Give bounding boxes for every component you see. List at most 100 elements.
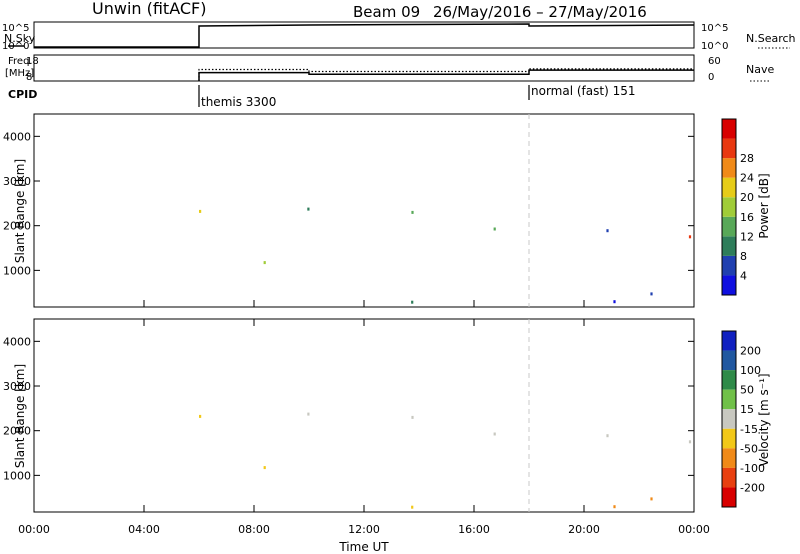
colorbar-swatch <box>722 177 736 198</box>
cpid-label: CPID <box>8 88 37 101</box>
data-cell <box>613 505 616 509</box>
freq-series-line <box>198 69 694 81</box>
station-title: Unwin (fitACF) <box>92 0 206 18</box>
power-colorbar-tick: 4 <box>740 269 747 282</box>
nave-series-line <box>198 68 694 81</box>
x-axis-ticks: 00:00 04:00 08:00 12:00 16:00 20:00 00:00 <box>18 300 710 536</box>
data-cell <box>199 209 202 213</box>
power-colorbar-tick: 24 <box>740 172 754 185</box>
x-tick-label: 00:00 <box>18 523 50 536</box>
colorbar-swatch <box>722 467 736 488</box>
colorbar-swatch <box>722 487 736 507</box>
colorbar-swatch <box>722 389 736 410</box>
velocity-colorbar: 200 100 50 15 -15 -50 -100 -200 <box>721 330 765 508</box>
y-tick-label: 2000 <box>3 220 31 233</box>
x-tick-label: 20:00 <box>568 523 600 536</box>
data-cell <box>307 207 310 211</box>
data-cell <box>613 300 616 304</box>
power-panel: 1000 2000 3000 4000 Slant Range [km] <box>3 113 695 308</box>
power-colorbar-tick: 12 <box>740 230 754 243</box>
freq-label-line2: [MHz] <box>5 68 34 79</box>
beam-label: Beam 09 <box>353 3 420 21</box>
nsky-tick-top: 10^5 <box>2 23 29 34</box>
colorbar-frame <box>721 330 737 508</box>
data-cell <box>411 505 414 509</box>
data-cell <box>411 210 414 214</box>
colorbar-swatch <box>722 428 736 449</box>
velocity-colorbar-tick: 100 <box>740 364 761 377</box>
nsky-tick-bottom: 10^0 <box>2 41 29 52</box>
power-data-points <box>199 207 692 304</box>
colorbar-swatch <box>722 275 736 295</box>
colorbar-swatch <box>722 448 736 468</box>
colorbar-swatch <box>722 255 736 276</box>
power-colorbar: 4 8 12 16 20 24 28 <box>721 118 754 296</box>
data-cell <box>199 414 202 418</box>
velocity-colorbar-tick: -50 <box>740 442 758 455</box>
x-tick-label: 04:00 <box>128 523 160 536</box>
x-tick-label: 16:00 <box>458 523 490 536</box>
data-cell <box>411 415 414 419</box>
nsearch-label: N.Search <box>746 32 796 45</box>
velocity-colorbar-tick: 15 <box>740 403 754 416</box>
freq-panel: Freq. [MHz] 18 18 60 0 Nave <box>5 54 774 83</box>
y-tick-label: 4000 <box>3 335 31 348</box>
date-range: 26/May/2016 – 27/May/2016 <box>433 3 647 21</box>
cpid-row: CPID themis 3300 normal (fast) 151 <box>8 84 635 109</box>
y-tick-label: 4000 <box>3 130 31 143</box>
power-yticks: 1000 2000 3000 4000 <box>3 130 694 277</box>
colorbar-swatch <box>722 158 736 178</box>
power-colorbar-tick: 28 <box>740 152 754 165</box>
colorbar-frame <box>721 118 737 296</box>
y-tick-label: 3000 <box>3 380 31 393</box>
colorbar-swatch <box>722 197 736 217</box>
y-tick-label: 1000 <box>3 264 31 277</box>
nsky-panel: N.Sky 10^5 10^0 10^5 10^0 N.Search <box>2 21 796 52</box>
data-cell <box>606 229 609 233</box>
colorbar-swatch <box>722 409 736 429</box>
colorbar-swatch <box>722 216 736 237</box>
cpid-mode-normal: normal (fast) 151 <box>531 84 635 98</box>
nsky-series-line <box>34 23 695 48</box>
data-cell <box>493 432 496 436</box>
y-tick-label: 2000 <box>3 425 31 438</box>
data-cell <box>650 292 653 296</box>
colorbar-swatch <box>722 370 736 390</box>
velocity-panel: 1000 2000 3000 4000 Slant Range [km] <box>3 318 695 513</box>
velocity-colorbar-label: Velocity [m s⁻¹] <box>757 373 771 466</box>
colorbar-swatch <box>722 350 736 371</box>
colorbar-swatch <box>722 331 736 351</box>
velocity-colorbar-tick: -200 <box>740 481 765 494</box>
nave-tick-top: 60 <box>708 56 721 67</box>
nsearch-tick-bottom: 10^0 <box>701 41 728 52</box>
data-cell <box>411 300 414 304</box>
data-cell <box>606 434 609 438</box>
x-tick-label: 12:00 <box>348 523 380 536</box>
data-cell <box>688 440 692 444</box>
colorbar-swatch <box>722 119 736 139</box>
x-tick-label: 00:00 <box>678 523 710 536</box>
data-cell <box>493 227 496 231</box>
data-cell <box>263 466 266 470</box>
y-tick-label: 3000 <box>3 175 31 188</box>
data-cell <box>263 261 266 265</box>
nave-label: Nave <box>746 63 774 76</box>
nave-tick-bottom: 0 <box>708 72 714 83</box>
freq-label-line1: Freq. <box>8 56 33 67</box>
velocity-data-points <box>199 412 692 509</box>
power-colorbar-label: Power [dB] <box>757 173 771 238</box>
data-cell <box>307 412 310 416</box>
nsearch-tick-top: 10^5 <box>701 23 728 34</box>
velocity-colorbar-tick: 200 <box>740 345 761 358</box>
velocity-yticks: 1000 2000 3000 4000 <box>3 335 694 482</box>
velocity-ylabel: Slant Range [km] <box>13 364 27 468</box>
power-colorbar-tick: 20 <box>740 191 754 204</box>
velocity-colorbar-tick: -100 <box>740 462 765 475</box>
data-cell <box>650 497 653 501</box>
power-ylabel: Slant Range [km] <box>13 159 27 263</box>
cpid-mode-themis: themis 3300 <box>201 95 276 109</box>
x-axis-label: Time UT <box>338 540 389 554</box>
velocity-colorbar-tick: -15 <box>740 423 758 436</box>
power-colorbar-tick: 8 <box>740 250 747 263</box>
